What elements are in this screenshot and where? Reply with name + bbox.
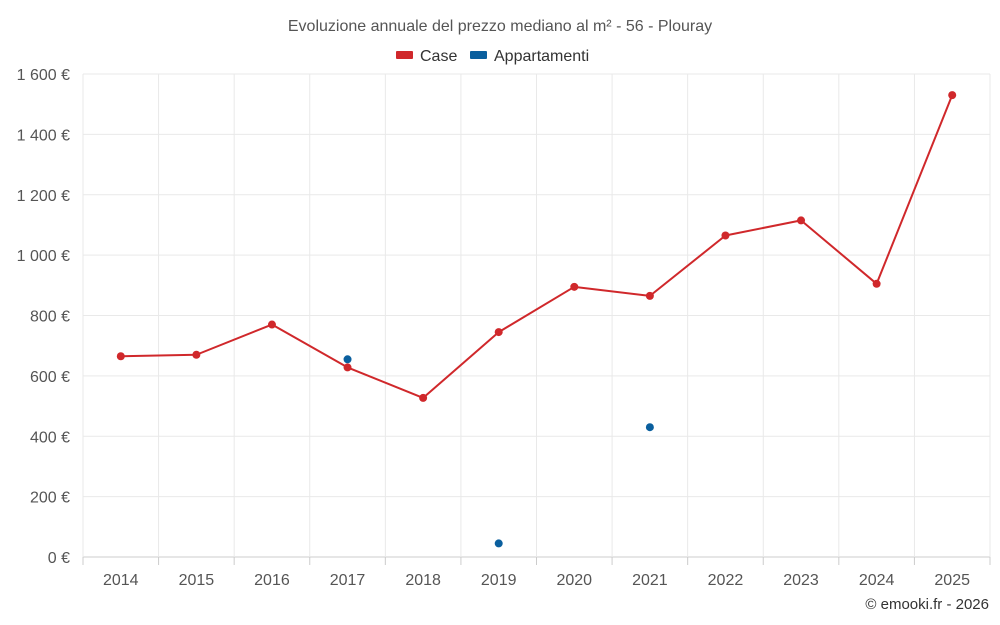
- data-point-case-2024[interactable]: [872, 279, 881, 288]
- data-point-case-2021[interactable]: [645, 291, 654, 300]
- x-tick-label: 2019: [481, 572, 517, 589]
- data-point-appartamenti-2017[interactable]: [343, 355, 352, 364]
- x-tick-label: 2024: [859, 572, 895, 589]
- x-axis-labels: 2014 2015 2016 2017 2018 2019 2020 2021 2022 2023…: [103, 572, 970, 589]
- legend: Case Appartamenti: [396, 48, 589, 65]
- x-tick-label: 2020: [556, 572, 592, 589]
- legend-swatch-case: [396, 51, 413, 59]
- x-tick-label: 2018: [405, 572, 441, 589]
- data-point-case-2023[interactable]: [797, 216, 806, 225]
- y-tick-label: 1 600 €: [17, 67, 70, 84]
- data-point-appartamenti-2019[interactable]: [494, 539, 503, 548]
- data-point-case-2020[interactable]: [570, 282, 579, 291]
- data-point-case-2025[interactable]: [948, 91, 957, 100]
- y-tick-label: 200 €: [30, 490, 70, 507]
- y-axis-labels: 0 € 200 € 400 € 600 € 800 € 1 000 € 1 200 € 1 4…: [17, 67, 70, 567]
- legend-swatch-appartamenti: [470, 51, 487, 59]
- data-point-case-2015[interactable]: [192, 350, 201, 359]
- data-point-case-2018[interactable]: [419, 393, 428, 402]
- x-tick-label: 2023: [783, 572, 819, 589]
- x-tick-label: 2014: [103, 572, 139, 589]
- x-tick-label: 2017: [330, 572, 366, 589]
- y-tick-label: 0 €: [48, 550, 70, 567]
- series-layer: [116, 91, 957, 548]
- data-point-case-2016[interactable]: [267, 320, 276, 329]
- series-line-case: [120, 94, 954, 399]
- y-tick-label: 400 €: [30, 429, 70, 446]
- data-point-appartamenti-2021[interactable]: [645, 423, 654, 432]
- data-point-case-2019[interactable]: [494, 328, 503, 337]
- x-tick-label: 2025: [934, 572, 970, 589]
- x-tick-label: 2015: [179, 572, 215, 589]
- y-tick-label: 1 400 €: [17, 127, 70, 144]
- y-tick-label: 1 000 €: [17, 248, 70, 265]
- y-tick-label: 1 200 €: [17, 188, 70, 205]
- x-tick-label: 2016: [254, 572, 290, 589]
- legend-label-case: Case: [420, 48, 457, 65]
- legend-label-appartamenti: Appartamenti: [494, 48, 589, 65]
- data-point-case-2017[interactable]: [343, 363, 352, 372]
- gridlines: [82, 73, 991, 565]
- data-point-case-2014[interactable]: [116, 352, 125, 361]
- x-tick-label: 2022: [708, 572, 744, 589]
- x-tick-label: 2021: [632, 572, 668, 589]
- chart-title: Evoluzione annuale del prezzo mediano al…: [288, 18, 712, 35]
- y-tick-label: 800 €: [30, 309, 70, 326]
- data-point-case-2022[interactable]: [721, 231, 730, 240]
- legend-item-case[interactable]: Case: [396, 48, 457, 65]
- credit-text: © emooki.fr - 2026: [865, 596, 989, 613]
- y-tick-label: 600 €: [30, 369, 70, 386]
- legend-item-appartamenti[interactable]: Appartamenti: [470, 48, 589, 65]
